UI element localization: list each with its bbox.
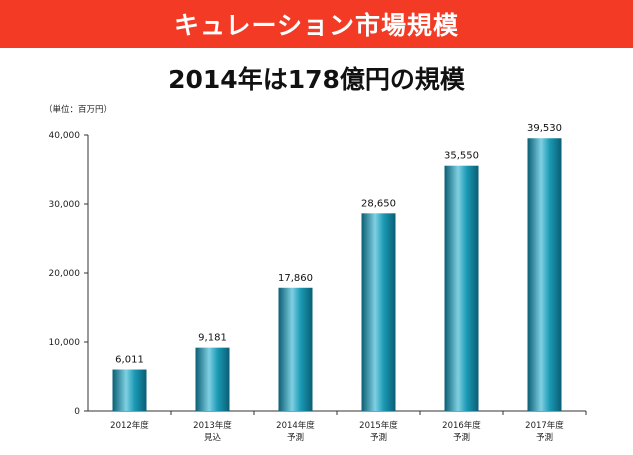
unit-label: （単位：百万円） — [44, 105, 113, 115]
category-label: 2016年度 — [442, 420, 481, 431]
y-tick-label: 30,000 — [49, 200, 81, 210]
headline: 2014年は178億円の規模 — [168, 65, 465, 94]
category-label: 2014年度 — [276, 420, 315, 431]
bar — [195, 347, 230, 411]
bar — [527, 138, 562, 412]
category-label: 2013年度 — [193, 420, 232, 431]
data-label: 9,181 — [198, 333, 227, 344]
category-label: 予測 — [453, 432, 470, 443]
data-label: 6,011 — [115, 355, 144, 366]
category-label: 予測 — [536, 432, 553, 443]
y-tick-label: 0 — [74, 407, 80, 417]
data-label: 17,860 — [278, 273, 313, 284]
bar — [361, 213, 396, 411]
title-banner: キュレーション市場規模 — [0, 0, 633, 48]
y-tick-label: 20,000 — [49, 269, 81, 279]
data-label: 28,650 — [361, 198, 396, 209]
category-label: 2012年度 — [110, 420, 149, 431]
bar — [112, 369, 147, 411]
category-label: 2017年度 — [525, 420, 564, 431]
bar — [444, 165, 479, 411]
category-label: 予測 — [287, 432, 304, 443]
banner-title: キュレーション市場規模 — [173, 11, 459, 40]
category-label: 2015年度 — [359, 420, 398, 431]
data-label: 35,550 — [444, 151, 479, 162]
category-label: 見込 — [204, 432, 222, 443]
y-tick-label: 10,000 — [49, 338, 81, 348]
bar — [278, 287, 313, 411]
category-label: 予測 — [370, 432, 387, 443]
data-label: 39,530 — [527, 123, 562, 134]
y-tick-label: 40,000 — [49, 131, 81, 141]
